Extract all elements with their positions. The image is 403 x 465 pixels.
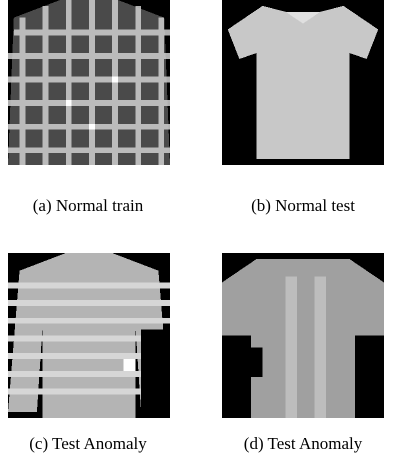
caption: (c) Test Anomaly: [0, 434, 188, 454]
caption: (d) Test Anomaly: [203, 434, 403, 454]
figure: (a) Normal train (b) Normal test (c) Tes…: [0, 0, 403, 465]
image-normal-test: [222, 0, 384, 165]
image-test-anomaly-1: [8, 253, 170, 418]
caption: (a) Normal train: [0, 196, 188, 216]
image-normal-train: [8, 0, 170, 165]
image-test-anomaly-2: [222, 253, 384, 418]
caption: (b) Normal test: [203, 196, 403, 216]
